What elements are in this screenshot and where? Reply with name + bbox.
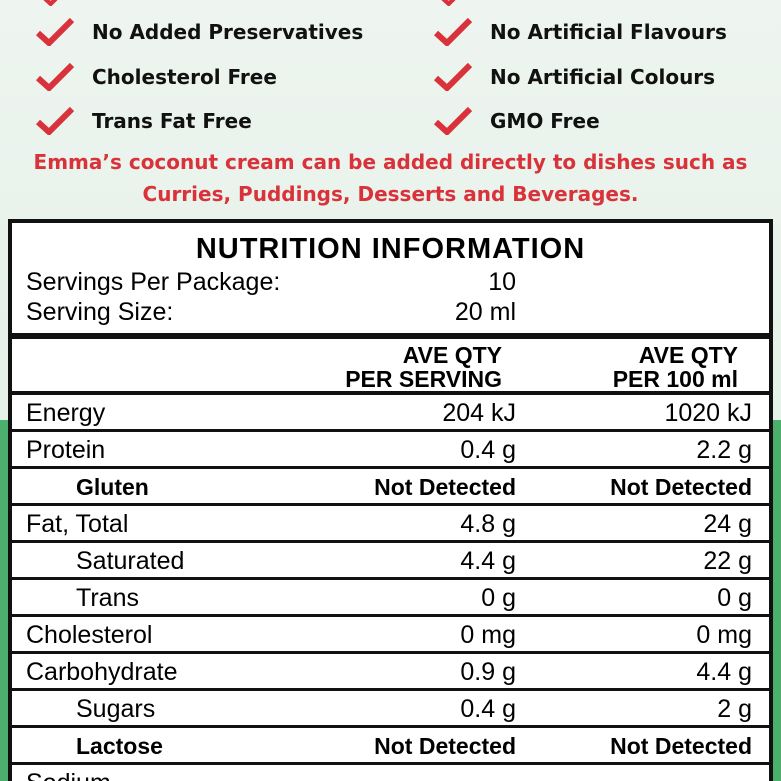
servings-per-package: Servings Per Package: 10 bbox=[12, 267, 769, 297]
claim-item: No Artificial Colours bbox=[434, 63, 715, 91]
check-icon bbox=[434, 18, 472, 46]
claim-label: Cholesterol Free bbox=[92, 65, 277, 89]
nutrient-name: Trans bbox=[76, 584, 139, 612]
nutrient-name: Carbohydrate bbox=[26, 658, 178, 686]
per-100-value: 0 mg bbox=[696, 621, 752, 649]
nutrient-name: Fat, Total bbox=[26, 510, 129, 538]
check-icon bbox=[36, 18, 74, 46]
claim-item: Cholesterol Free bbox=[36, 63, 277, 91]
nutrition-title: NUTRITION INFORMATION bbox=[195, 233, 586, 265]
nutrition-row: Trans 0 g 0 g bbox=[12, 580, 769, 617]
nutrition-rows: Energy 204 kJ 1020 kJ Protein 0.4 g 2.2 g Glut… bbox=[12, 395, 769, 781]
per-100-value bbox=[516, 765, 752, 781]
usage-blurb: Emma’s coconut cream can be added direct… bbox=[0, 146, 781, 210]
per-serving-value: 0.4 g bbox=[460, 436, 516, 464]
claim-label: Trans Fat Free bbox=[92, 109, 252, 133]
per-serving-value: 204 kJ bbox=[442, 399, 516, 427]
claim-item: GMO Free bbox=[434, 107, 600, 135]
per-serving-value: Not Detected bbox=[374, 474, 516, 500]
per-100-value: 2.2 g bbox=[696, 436, 752, 464]
check-icon bbox=[36, 63, 74, 91]
header-line: AVE QTY bbox=[402, 342, 502, 368]
claim-label: No Artificial Flavours bbox=[490, 20, 727, 44]
divider bbox=[12, 333, 769, 339]
per-serving-value: 4.4 g bbox=[460, 547, 516, 575]
nutrient-name: Sodium bbox=[26, 765, 326, 781]
per-serving-value: 0.9 g bbox=[460, 658, 516, 686]
per-serving-value bbox=[326, 765, 516, 781]
servings-value: 10 bbox=[488, 268, 516, 296]
nutrition-panel: NUTRITION INFORMATION Servings Per Packa… bbox=[8, 219, 773, 781]
nutrition-row: Saturated 4.4 g 22 g bbox=[12, 543, 769, 580]
claim-label: No Added Preservatives bbox=[92, 20, 364, 44]
claim-item: No Added Preservatives bbox=[36, 18, 363, 46]
nutrition-row: Energy 204 kJ 1020 kJ bbox=[12, 395, 769, 432]
check-icon bbox=[434, 107, 472, 135]
nutrition-row: Sodium bbox=[12, 765, 769, 781]
per-serving-value: 0 g bbox=[481, 584, 516, 612]
per-serving-value: 0.4 g bbox=[460, 695, 516, 723]
check-icon bbox=[434, 63, 472, 91]
nutrition-row: Protein 0.4 g 2.2 g bbox=[12, 432, 769, 469]
per-100-value: 24 g bbox=[703, 510, 752, 538]
nutrient-name: Lactose bbox=[76, 733, 163, 759]
per-100-value: 2 g bbox=[717, 695, 752, 723]
claim-item: Trans Fat Free bbox=[36, 107, 252, 135]
per-serving-value: 4.8 g bbox=[460, 510, 516, 538]
serving-size: Serving Size: 20 ml bbox=[12, 297, 769, 327]
nutrition-row: Fat, Total 4.8 g 24 g bbox=[12, 506, 769, 543]
per-100-value: 4.4 g bbox=[696, 658, 752, 686]
check-icon bbox=[43, 0, 58, 6]
nutrition-row: Gluten Not Detected Not Detected bbox=[12, 469, 769, 506]
per-100-value: 1020 kJ bbox=[664, 399, 752, 427]
nutrition-row: Cholesterol 0 mg 0 mg bbox=[12, 617, 769, 654]
serving-size-label: Serving Size: bbox=[26, 298, 174, 326]
claim-item: No Artificial Flavours bbox=[434, 18, 727, 46]
nutrient-name: Protein bbox=[26, 436, 106, 464]
header-line: AVE QTY bbox=[638, 342, 738, 368]
nutrition-row: Lactose Not Detected Not Detected bbox=[12, 728, 769, 765]
serving-size-value: 20 ml bbox=[454, 298, 516, 326]
nutrition-row: Carbohydrate 0.9 g 4.4 g bbox=[12, 654, 769, 691]
column-headers: AVE QTY PER SERVING AVE QTY PER 100 ml bbox=[12, 339, 769, 395]
nutrient-name: Gluten bbox=[76, 474, 149, 500]
check-icon bbox=[441, 0, 456, 6]
nutrient-name: Cholesterol bbox=[26, 621, 153, 649]
nutrition-row: Sugars 0.4 g 2 g bbox=[12, 691, 769, 728]
nutrient-name: Saturated bbox=[76, 547, 185, 575]
claim-label: No Artificial Colours bbox=[490, 65, 716, 89]
per-100-value: Not Detected bbox=[610, 733, 752, 759]
per-serving-value: Not Detected bbox=[374, 733, 516, 759]
per-100-value: Not Detected bbox=[610, 474, 752, 500]
nutrient-name: Sugars bbox=[76, 695, 156, 723]
header-per-serving: AVE QTY PER SERVING bbox=[12, 343, 502, 391]
check-icon bbox=[36, 107, 74, 135]
green-edge-left bbox=[0, 420, 10, 781]
header-line: PER SERVING bbox=[345, 366, 502, 392]
nutrient-name: Energy bbox=[26, 399, 106, 427]
per-100-value: 22 g bbox=[703, 547, 752, 575]
per-serving-value: 0 mg bbox=[460, 621, 516, 649]
blurb-line: Curries, Puddings, Desserts and Beverage… bbox=[142, 182, 639, 206]
header-per-100: AVE QTY PER 100 ml bbox=[502, 343, 738, 391]
servings-label: Servings Per Package: bbox=[26, 268, 281, 296]
header-line: PER 100 ml bbox=[612, 366, 738, 392]
green-edge-right bbox=[771, 420, 781, 781]
per-100-value: 0 g bbox=[717, 584, 752, 612]
blurb-line: Emma’s coconut cream can be added direct… bbox=[33, 150, 748, 174]
claim-label: GMO Free bbox=[490, 109, 600, 133]
